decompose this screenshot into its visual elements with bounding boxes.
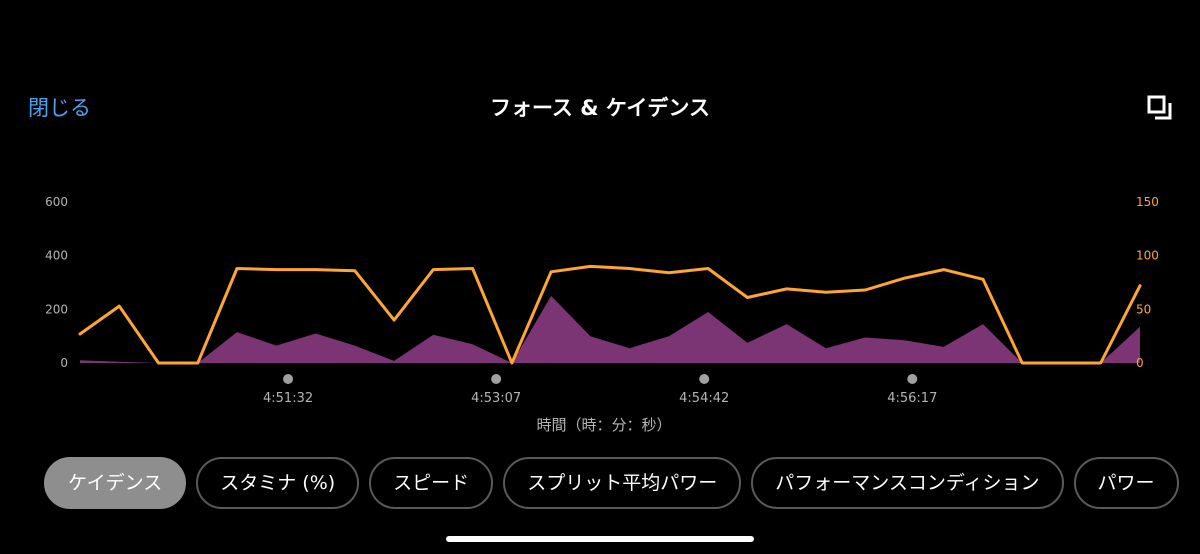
x-tick-marker	[699, 374, 710, 384]
x-tick-label: 4:56:17	[887, 391, 937, 406]
y-left-tick-label: 400	[45, 249, 68, 263]
expand-icon[interactable]	[1146, 94, 1174, 122]
close-button[interactable]: 閉じる	[28, 96, 91, 120]
x-tick-marker	[491, 374, 502, 384]
y-right-tick-label: 50	[1136, 302, 1151, 316]
force-cadence-chart: 0 200 400 600 0 50 100 150 4:51:32 4:53:07 4:54:42…	[45, 195, 1159, 434]
tab-split-average-power[interactable]: スプリット平均パワー	[503, 457, 742, 509]
x-tick-marker	[907, 374, 918, 384]
metric-tabs: ケイデンス スタミナ (%) スピード スプリット平均パワー パフォーマンスコンディショ…	[44, 457, 1200, 509]
x-tick-marker	[283, 374, 294, 384]
tab-stamina[interactable]: スタミナ (%)	[196, 457, 360, 509]
y-left-tick-label: 600	[45, 195, 68, 209]
y-left-tick-label: 200	[45, 302, 68, 316]
force-area-series	[80, 295, 1140, 363]
expand-icon-glyph	[1147, 95, 1172, 120]
x-tick-label: 4:53:07	[471, 391, 521, 406]
tab-power[interactable]: パワー	[1073, 457, 1179, 509]
x-tick-label: 4:51:32	[263, 391, 313, 406]
page-title: フォース & ケイデンス	[489, 96, 711, 120]
y-right-tick-label: 150	[1136, 195, 1159, 209]
x-tick-label: 4:54:42	[679, 391, 729, 406]
y-left-tick-label: 0	[60, 356, 68, 370]
tab-cadence[interactable]: ケイデンス	[44, 457, 187, 509]
tab-speed[interactable]: スピード	[369, 457, 494, 509]
tab-performance-condition[interactable]: パフォーマンスコンディション	[751, 457, 1064, 509]
home-indicator	[446, 536, 754, 542]
cadence-line-series	[78, 264, 1142, 365]
x-axis-title: 時間（時：分：秒）	[536, 416, 671, 434]
y-right-tick-label: 100	[1136, 249, 1159, 263]
y-right-tick-label: 0	[1136, 356, 1144, 370]
